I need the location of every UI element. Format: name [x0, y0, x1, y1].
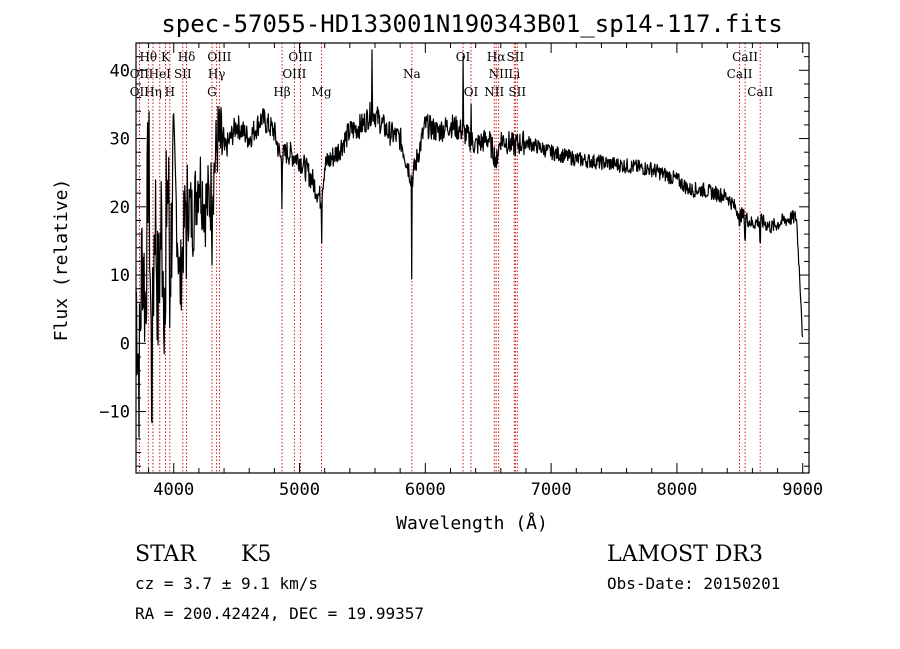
spectrum-series [135, 49, 804, 438]
line-label-1-3: Hγ [208, 67, 226, 81]
line-label-0-3: OIII [207, 50, 231, 64]
line-label-2-9: CaII [747, 85, 773, 99]
y-axis: −10 0 10 20 30 40 [99, 42, 809, 467]
line-label-0-0: Hθ [139, 50, 157, 64]
line-label-0-2: Hδ [178, 50, 196, 64]
line-label-2-4: Hβ [273, 85, 290, 99]
x-tick-label-9000: 9000 [782, 480, 823, 500]
x-tick-label-5000: 5000 [279, 480, 320, 500]
y-tick-label-3: 20 [110, 198, 130, 218]
line-label-2-7: NII [484, 85, 504, 99]
line-label-1-4: OIII [282, 67, 306, 81]
line-label-1-5: Na [403, 67, 421, 81]
y-tick-label-0: −10 [99, 403, 130, 423]
x-tick-label-4000: 4000 [153, 480, 194, 500]
spectrum-line [135, 49, 804, 438]
line-label-0-4: OIII [288, 50, 312, 64]
line-label-1-2: SII [174, 67, 192, 81]
x-axis-label: Wavelength (Å) [396, 512, 548, 534]
y-tick-label-4: 30 [110, 130, 130, 150]
plot-frame [135, 42, 810, 474]
line-label-1-7: Li [508, 67, 520, 81]
coordinates-text: RA = 200.42424, DEC = 19.99357 [135, 604, 424, 623]
obs-date-text: Obs-Date: 20150201 [607, 574, 780, 593]
chart-title: spec-57055-HD133001N190343B01_sp14-117.f… [161, 10, 782, 38]
redshift-text: cz = 3.7 ± 9.1 km/s [135, 574, 318, 593]
reference-lines [138, 43, 761, 473]
object-class: STAR [135, 542, 197, 567]
line-label-0-1: K [161, 50, 171, 64]
line-label-0-8: CaII [732, 50, 758, 64]
y-axis-label: Flux (relative) [51, 179, 72, 342]
survey-name: LAMOST DR3 [607, 542, 763, 567]
line-label-2-6: OI [464, 85, 479, 99]
line-label-2-1: Hη [144, 85, 162, 99]
line-label-1-6: NII [489, 67, 509, 81]
object-subclass: K5 [241, 542, 271, 567]
x-tick-label-8000: 8000 [656, 480, 697, 500]
line-label-0-6: Hα [487, 50, 506, 64]
y-tick-label-5: 40 [110, 61, 130, 81]
line-label-2-8: SII [508, 85, 526, 99]
line-label-2-0: OII [130, 85, 150, 99]
line-label-1-8: CaII [727, 67, 753, 81]
x-axis: 4000 5000 6000 7000 8000 9000 [148, 43, 823, 500]
line-label-2-3: G [207, 85, 217, 99]
x-tick-label-6000: 6000 [405, 480, 446, 500]
line-label-2-2: H [165, 85, 175, 99]
line-label-0-7: SII [507, 50, 525, 64]
line-label-1-1: HeI [149, 67, 172, 81]
x-tick-label-7000: 7000 [531, 480, 572, 500]
y-tick-label-1: 0 [120, 334, 130, 354]
line-label-2-5: Mg [312, 85, 332, 99]
line-label-1-0: OII [130, 67, 150, 81]
y-tick-label-2: 10 [110, 266, 130, 286]
